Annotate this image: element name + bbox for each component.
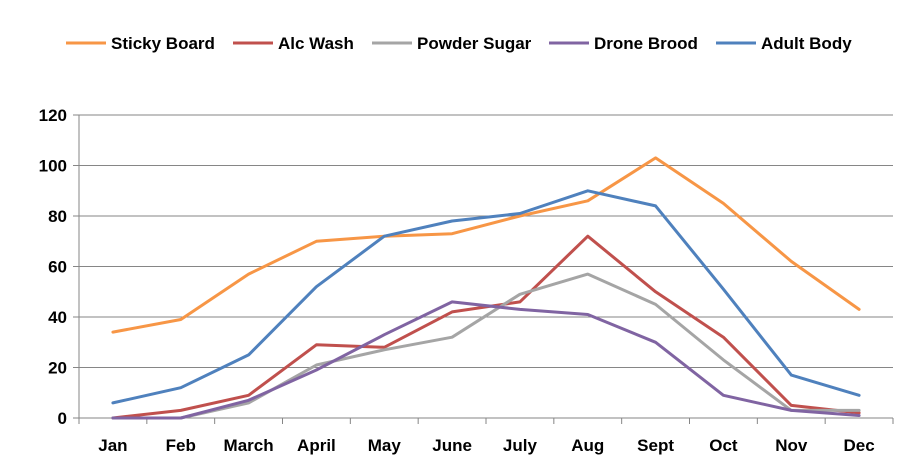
y-tick-label: 60 — [48, 258, 67, 277]
legend-label: Drone Brood — [594, 34, 698, 53]
x-axis-ticks: Jan Feb March April May June July Aug Sept Oct Nov… — [78, 418, 894, 455]
y-tick-label: 100 — [39, 157, 67, 176]
series-line-sticky-board — [111, 156, 861, 334]
legend-label: Sticky Board — [111, 34, 215, 53]
y-axis-ticks: 0 20 40 60 80 100 120 — [39, 106, 79, 428]
legend-label: Adult Body — [761, 34, 852, 53]
x-tick-label-nov: Nov — [775, 436, 808, 455]
legend-item-sticky-board: Sticky Board — [66, 34, 215, 53]
x-tick-label-aug: Aug — [571, 436, 604, 455]
legend-item-drone-brood: Drone Brood — [549, 34, 698, 53]
legend-label: Powder Sugar — [417, 34, 532, 53]
x-tick-label-feb: Feb — [166, 436, 196, 455]
series-line-alc-wash — [111, 234, 861, 420]
legend-item-adult-body: Adult Body — [716, 34, 852, 53]
x-tick-label-dec: Dec — [843, 436, 874, 455]
legend-item-powder-sugar: Powder Sugar — [372, 34, 532, 53]
y-tick-label: 20 — [48, 359, 67, 378]
series-line-powder-sugar — [111, 272, 861, 420]
x-tick-label-oct: Oct — [709, 436, 738, 455]
y-tick-label: 80 — [48, 207, 67, 226]
series-line-drone-brood — [111, 300, 861, 420]
series-line-adult-body — [111, 189, 861, 405]
x-tick-label-april: April — [297, 436, 336, 455]
gridlines — [79, 114, 893, 368]
x-tick-label-sept: Sept — [637, 436, 674, 455]
x-tick-label-july: July — [503, 436, 538, 455]
x-tick-label-jan: Jan — [98, 436, 127, 455]
legend-item-alc-wash: Alc Wash — [233, 34, 354, 53]
y-tick-label: 120 — [39, 106, 67, 125]
x-tick-label-may: May — [368, 436, 402, 455]
y-tick-label: 40 — [48, 308, 67, 327]
legend-label: Alc Wash — [278, 34, 354, 53]
x-tick-label-june: June — [432, 436, 472, 455]
legend: Sticky Board Alc Wash Powder Sugar Drone Br… — [66, 34, 852, 53]
series-lines — [111, 156, 861, 420]
y-tick-label: 0 — [58, 409, 67, 428]
x-tick-label-march: March — [224, 436, 274, 455]
